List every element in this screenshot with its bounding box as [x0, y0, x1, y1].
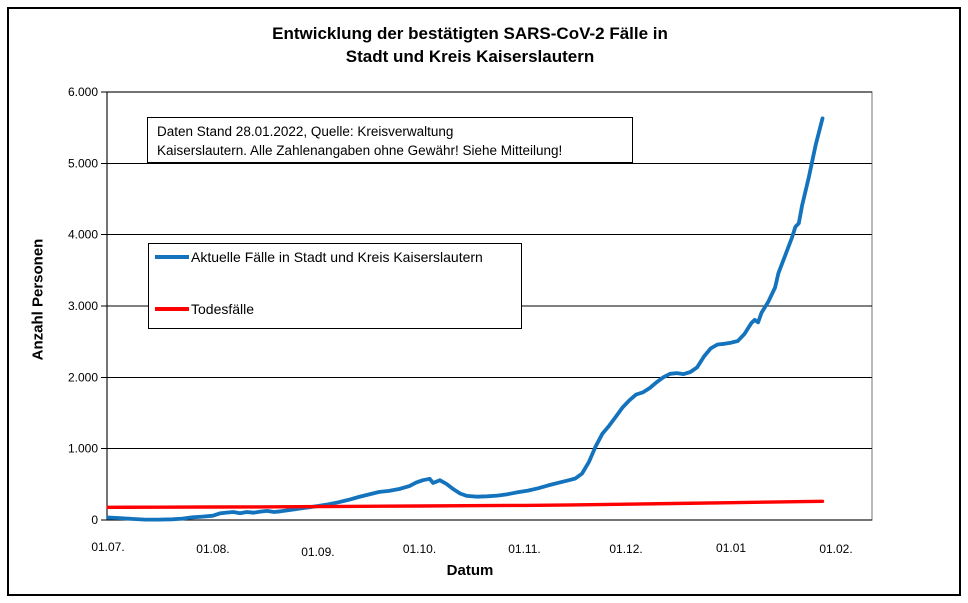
svg-text:01.09.: 01.09. — [301, 545, 334, 559]
svg-text:6.000: 6.000 — [68, 85, 98, 99]
y-axis-title: Anzahl Personen — [29, 238, 47, 361]
svg-text:01.12.: 01.12. — [609, 542, 642, 556]
svg-text:2.000: 2.000 — [68, 370, 98, 384]
legend-label-deaths: Todesfälle — [191, 301, 255, 317]
chart-title: Entwicklung der bestätigten SARS-CoV-2 F… — [0, 22, 940, 68]
data-source-annotation: Daten Stand 28.01.2022, Quelle: Kreisver… — [147, 117, 633, 163]
svg-text:01.11.: 01.11. — [508, 542, 540, 556]
deaths-line-swatch — [155, 307, 189, 311]
cases-line-swatch — [155, 255, 189, 259]
legend-item-cases: Aktuelle Fälle in Stadt und Kreis Kaiser… — [155, 244, 483, 270]
legend-label-cases: Aktuelle Fälle in Stadt und Kreis Kaiser… — [191, 249, 483, 265]
legend-item-deaths: Todesfälle — [155, 296, 254, 322]
chart-title-line2: Stadt und Kreis Kaiserslautern — [345, 47, 595, 66]
x-axis-title: Datum — [446, 562, 494, 579]
annotation-line1: Daten Stand 28.01.2022, Quelle: Kreisver… — [157, 124, 454, 139]
svg-text:3.000: 3.000 — [68, 299, 98, 313]
chart-title-line1: Entwicklung der bestätigten SARS-CoV-2 F… — [272, 24, 668, 43]
svg-text:01.08.: 01.08. — [196, 542, 229, 556]
annotation-line2: Kaiserslautern. Alle Zahlenangaben ohne … — [157, 143, 563, 158]
svg-text:01.07.: 01.07. — [91, 540, 124, 554]
svg-text:1.000: 1.000 — [68, 442, 98, 456]
svg-text:01.10.: 01.10. — [403, 542, 436, 556]
svg-text:0: 0 — [91, 513, 98, 527]
svg-text:01.02.: 01.02. — [819, 542, 852, 556]
legend-box: Aktuelle Fälle in Stadt und Kreis Kaiser… — [148, 243, 522, 329]
svg-text:4.000: 4.000 — [68, 228, 98, 242]
svg-text:5.000: 5.000 — [68, 156, 98, 170]
svg-text:01.01: 01.01 — [716, 541, 746, 555]
